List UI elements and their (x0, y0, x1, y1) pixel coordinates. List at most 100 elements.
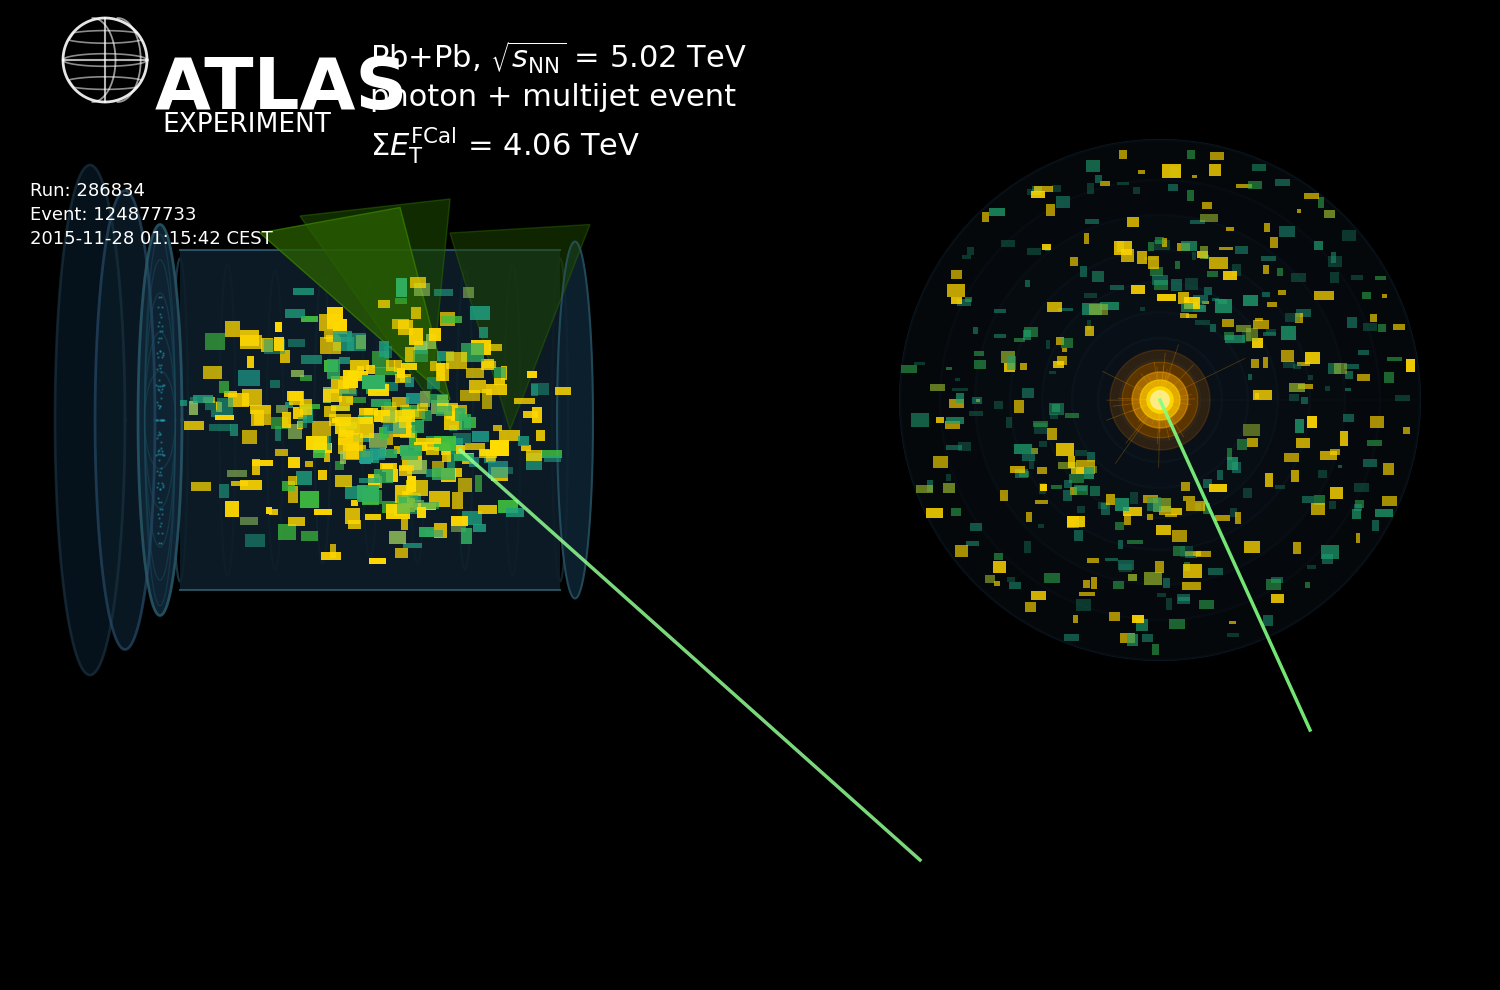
Bar (300, 375, 312, 381)
Bar (1263, 615, 1274, 626)
Bar (1114, 241, 1132, 254)
Bar (456, 408, 465, 422)
Bar (375, 366, 398, 375)
Bar (975, 359, 986, 369)
Bar (1161, 238, 1167, 248)
Bar (1180, 242, 1197, 250)
Bar (339, 389, 357, 396)
Bar (348, 370, 368, 381)
Bar (1038, 524, 1044, 529)
Bar (327, 323, 334, 330)
Bar (400, 426, 416, 439)
Bar (1070, 257, 1078, 265)
Bar (1086, 183, 1094, 194)
Bar (360, 457, 370, 464)
Bar (384, 346, 392, 358)
Bar (1084, 467, 1095, 479)
Bar (441, 312, 454, 327)
Bar (1318, 470, 1328, 478)
Bar (393, 360, 402, 371)
Bar (224, 391, 237, 397)
Bar (444, 468, 462, 476)
Bar (339, 424, 346, 436)
Bar (1353, 483, 1370, 492)
Bar (264, 340, 285, 354)
Bar (1066, 516, 1084, 528)
Bar (945, 474, 951, 481)
Bar (342, 445, 360, 458)
Polygon shape (260, 208, 450, 400)
Bar (285, 309, 304, 319)
Bar (462, 287, 474, 298)
Bar (1076, 449, 1088, 456)
Bar (333, 319, 346, 334)
Bar (1242, 488, 1251, 498)
Bar (526, 450, 542, 461)
Bar (1126, 217, 1138, 227)
Bar (1056, 338, 1064, 346)
Bar (452, 414, 458, 421)
Bar (1188, 303, 1203, 309)
Bar (410, 431, 417, 447)
Bar (1347, 317, 1358, 329)
Bar (399, 497, 406, 503)
Bar (957, 299, 970, 306)
Bar (1314, 241, 1323, 249)
Text: ATLAS: ATLAS (154, 55, 408, 124)
Bar (400, 445, 423, 455)
Bar (1170, 620, 1185, 629)
Bar (1305, 193, 1318, 199)
Bar (378, 301, 390, 308)
Bar (1118, 241, 1124, 251)
Bar (1114, 498, 1130, 511)
Bar (1050, 414, 1058, 420)
Bar (386, 360, 396, 371)
Bar (1190, 220, 1206, 224)
Bar (1074, 531, 1083, 541)
Bar (1293, 543, 1300, 554)
Bar (240, 335, 261, 349)
Bar (490, 442, 508, 456)
Bar (1292, 470, 1299, 482)
Bar (382, 501, 402, 513)
Bar (555, 387, 572, 395)
Text: $\Sigma E_\mathrm{T}^\mathrm{FCal}$ = 4.06 TeV: $\Sigma E_\mathrm{T}^\mathrm{FCal}$ = 4.… (370, 126, 640, 166)
Bar (471, 306, 490, 320)
Bar (954, 378, 960, 381)
Bar (408, 328, 423, 345)
Bar (952, 388, 968, 391)
Bar (387, 431, 393, 445)
Bar (324, 331, 338, 339)
Bar (518, 436, 530, 446)
Bar (242, 431, 256, 445)
Bar (1191, 252, 1196, 260)
Bar (951, 270, 962, 279)
Bar (471, 341, 492, 355)
Bar (964, 297, 972, 302)
Bar (1118, 540, 1122, 548)
Bar (1206, 271, 1218, 277)
Bar (1244, 424, 1260, 437)
Bar (338, 435, 358, 446)
Bar (494, 425, 502, 431)
Bar (520, 445, 531, 450)
Bar (490, 467, 508, 481)
Bar (216, 402, 222, 412)
Bar (1062, 348, 1068, 352)
Bar (374, 469, 393, 483)
Bar (1080, 592, 1095, 596)
Bar (1044, 573, 1060, 583)
Bar (1314, 495, 1324, 505)
Bar (1330, 448, 1341, 455)
Bar (1100, 302, 1119, 310)
Bar (1113, 581, 1124, 589)
Bar (363, 490, 381, 504)
Bar (1280, 226, 1294, 237)
Bar (1227, 634, 1239, 637)
Bar (322, 389, 342, 402)
Text: 2015-11-28 01:15:42 CEST: 2015-11-28 01:15:42 CEST (30, 230, 273, 248)
Bar (339, 431, 354, 438)
Bar (318, 469, 327, 479)
Bar (1086, 160, 1100, 172)
Bar (1226, 227, 1234, 231)
